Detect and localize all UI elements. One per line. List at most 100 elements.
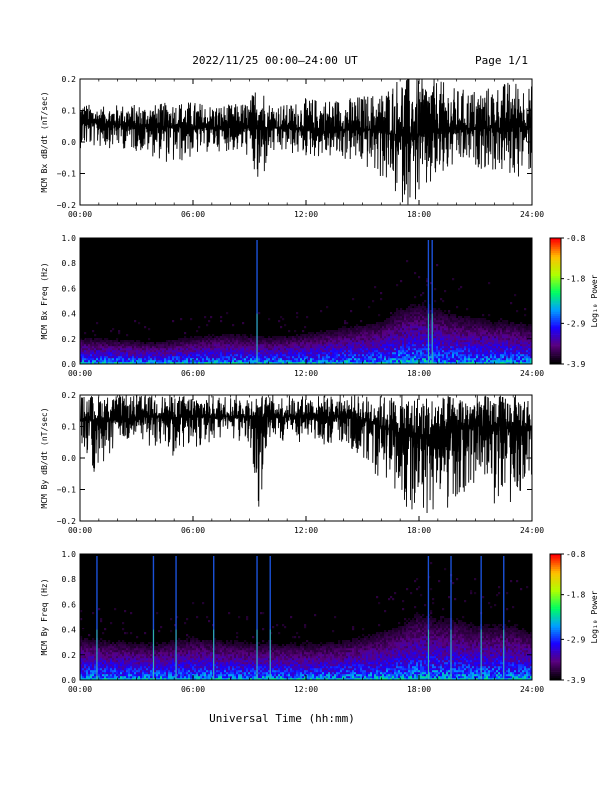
colorbar-swatch bbox=[550, 673, 561, 677]
y-tick-label: 1.0 bbox=[62, 550, 77, 559]
colorbar-swatch bbox=[550, 355, 561, 358]
x-tick-label: 00:00 bbox=[68, 210, 92, 219]
colorbar-swatch bbox=[550, 309, 561, 312]
colorbar-swatch bbox=[550, 240, 561, 243]
colorbar-swatch bbox=[550, 621, 561, 624]
colorbar-swatch bbox=[550, 617, 561, 620]
colorbar-swatch bbox=[550, 568, 561, 572]
colorbar-swatch bbox=[550, 558, 561, 561]
colorbar-swatch bbox=[550, 357, 561, 361]
colorbar-swatch bbox=[550, 661, 561, 664]
y-tick-label: 0.8 bbox=[62, 259, 77, 268]
y-tick-label: −0.2 bbox=[57, 517, 76, 526]
colorbar-swatch bbox=[550, 560, 561, 563]
colorbar-swatch bbox=[550, 261, 561, 264]
colorbar-swatch bbox=[550, 642, 561, 645]
colorbar-swatch bbox=[550, 265, 561, 268]
colorbar-swatch bbox=[550, 614, 561, 618]
colorbar-swatch bbox=[550, 556, 561, 559]
colorbar-2: -0.8 -1.8 -2.9 -3.9 Log₁₀ Power bbox=[549, 550, 599, 685]
colorbar-label: Log₁₀ Power bbox=[590, 590, 599, 643]
x-tick-label: 06:00 bbox=[181, 369, 205, 378]
y-tick-label: 0.6 bbox=[62, 600, 77, 609]
x-tick-label: 18:00 bbox=[407, 526, 431, 535]
colorbar-swatch bbox=[550, 627, 561, 630]
colorbar-swatch bbox=[550, 271, 561, 274]
y-tick-label: 0.2 bbox=[62, 75, 77, 84]
colorbar-swatch bbox=[550, 648, 561, 651]
colorbar-swatch bbox=[550, 280, 561, 283]
y-tick-label: 0.4 bbox=[62, 626, 77, 635]
colorbar-tick-label: -3.9 bbox=[566, 676, 585, 685]
colorbar-swatch bbox=[550, 625, 561, 628]
colorbar-swatch bbox=[550, 311, 561, 314]
colorbar-swatch bbox=[550, 671, 561, 674]
y-axis-label: MCM By Freq (Hz) bbox=[40, 578, 49, 655]
y-tick-label: 0.0 bbox=[62, 360, 77, 369]
y-tick-label: 0.2 bbox=[62, 391, 77, 400]
colorbar-swatch bbox=[550, 307, 561, 310]
colorbar-swatch bbox=[550, 334, 561, 337]
colorbar-swatch bbox=[550, 330, 561, 333]
colorbar-swatch bbox=[550, 587, 561, 590]
x-tick-label: 12:00 bbox=[294, 685, 318, 694]
colorbar-swatch bbox=[550, 564, 561, 567]
x-tick-label: 06:00 bbox=[181, 210, 205, 219]
x-tick-label: 24:00 bbox=[520, 526, 544, 535]
x-tick-label: 24:00 bbox=[520, 210, 544, 219]
x-axis-label: Universal Time (hh:mm) bbox=[209, 712, 355, 725]
colorbar-swatch bbox=[550, 566, 561, 569]
colorbar-tick-label: -1.8 bbox=[566, 275, 585, 284]
y-tick-label: 0.6 bbox=[62, 284, 77, 293]
colorbar-swatch bbox=[550, 640, 561, 643]
colorbar-swatch bbox=[550, 303, 561, 306]
colorbar-swatch bbox=[550, 313, 561, 316]
colorbar-swatch bbox=[550, 338, 561, 342]
colorbar-swatch bbox=[550, 250, 561, 253]
colorbar-swatch bbox=[550, 606, 561, 609]
colorbar-swatch bbox=[550, 319, 561, 323]
y-tick-label: 0.0 bbox=[62, 138, 77, 147]
panel-2: 00:00 06:00 12:00 18:00 24:00 1.0 0.8 0.6 0.4 0.2… bbox=[40, 234, 544, 378]
y-tick-label: 0.1 bbox=[62, 107, 77, 116]
colorbar-swatch bbox=[550, 602, 561, 605]
y-axis-label: MCM By dB/dt (nT/sec) bbox=[40, 407, 49, 508]
spectrogram-cells bbox=[80, 562, 533, 681]
colorbar-tick-label: -0.8 bbox=[566, 234, 585, 243]
y-tick-label: 0.2 bbox=[62, 335, 77, 344]
spectrogram-cells bbox=[80, 260, 533, 365]
colorbar-swatch bbox=[550, 585, 561, 588]
colorbar-swatch bbox=[550, 644, 561, 647]
panel-3: 00:00 06:00 12:00 18:00 24:00 0.2 0.1 0.0 −0.1 −0… bbox=[40, 391, 544, 535]
x-tick-label: 06:00 bbox=[181, 526, 205, 535]
colorbar-swatch bbox=[550, 273, 561, 277]
colorbar-swatch bbox=[550, 675, 561, 679]
y-axis-label: MCM Bx Freq (Hz) bbox=[40, 262, 49, 339]
colorbar-swatch bbox=[550, 361, 561, 365]
colorbar-swatch bbox=[550, 554, 561, 557]
colorbar-swatch bbox=[550, 238, 561, 241]
colorbar-swatch bbox=[550, 298, 561, 302]
colorbar-swatch bbox=[550, 596, 561, 599]
y-tick-label: 0.1 bbox=[62, 423, 77, 432]
colorbar-swatch bbox=[550, 629, 561, 632]
signal-trace bbox=[79, 78, 533, 205]
colorbar-swatch bbox=[550, 608, 561, 611]
colorbar-swatch bbox=[550, 581, 561, 584]
colorbar-tick-label: -2.9 bbox=[566, 319, 585, 328]
y-tick-label: −0.2 bbox=[57, 201, 76, 210]
colorbar-swatch bbox=[550, 275, 561, 279]
x-tick-label: 12:00 bbox=[294, 526, 318, 535]
colorbar-swatch bbox=[550, 575, 561, 578]
y-tick-label: −0.1 bbox=[57, 170, 76, 179]
colorbar-swatch bbox=[550, 345, 561, 348]
colorbar-swatch bbox=[550, 667, 561, 670]
colorbar-swatch bbox=[550, 349, 561, 352]
y-tick-label: 1.0 bbox=[62, 234, 77, 243]
colorbar-swatch bbox=[550, 652, 561, 656]
colorbar-swatch bbox=[550, 286, 561, 289]
colorbar-swatch bbox=[550, 324, 561, 327]
colorbar-swatch bbox=[550, 305, 561, 308]
colorbar-swatch bbox=[550, 598, 561, 601]
